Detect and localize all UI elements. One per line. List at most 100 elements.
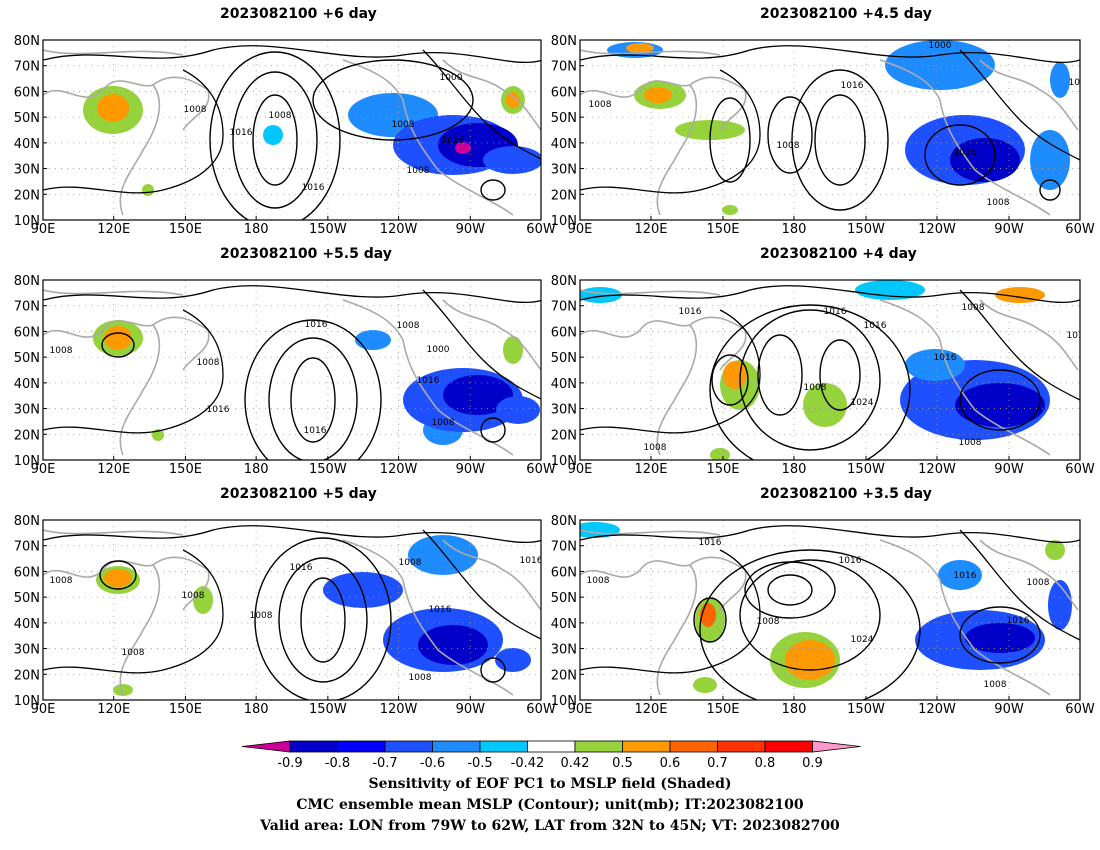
panel-title: 2023082100 +5.5 day [220, 246, 392, 262]
lat-tick-label: 70N [551, 540, 577, 555]
contour-label: 1016 [305, 320, 328, 330]
lat-tick-label: 60N [14, 85, 40, 100]
lon-tick-label: 60W [1065, 702, 1095, 717]
lon-tick-label: 120E [97, 222, 130, 237]
sensitivity-shading [323, 572, 403, 608]
lon-tick-label: 90E [31, 222, 56, 237]
sensitivity-shading [723, 361, 747, 389]
colorbar-segment [479, 740, 528, 753]
lon-tick-label: 60W [1065, 222, 1095, 237]
contour-label: 1016 [839, 556, 862, 566]
sensitivity-shading [1050, 62, 1070, 98]
contour-label: 1016 [520, 556, 543, 566]
contour-label: 1016 [290, 563, 313, 573]
colorbar-label: -0.5 [467, 756, 492, 771]
lon-tick-label: 150W [847, 462, 885, 477]
lat-tick-label: 50N [551, 111, 577, 126]
lon-tick-label: 120W [918, 222, 956, 237]
sensitivity-shading [710, 448, 730, 460]
mslp-contour [580, 285, 1080, 304]
mslp-contour [959, 529, 1080, 641]
coastline [879, 59, 1051, 216]
mslp-contour [709, 304, 911, 460]
colorbar-label: 0.5 [612, 756, 633, 771]
lat-tick-label: 80N [14, 34, 40, 49]
contour-label: 1016 [304, 426, 327, 436]
contour-label: 1016 [841, 81, 864, 91]
lon-tick-label: 60W [526, 222, 556, 237]
contour-label: 1008 [122, 648, 145, 658]
lat-tick-label: 10N [14, 694, 40, 709]
contour-label: 1008 [644, 443, 667, 453]
map-frame [579, 519, 1081, 701]
sensitivity-shading [104, 326, 132, 350]
colorbar-segment [432, 740, 481, 753]
contour-label: 1008 [962, 303, 985, 313]
mslp-contour [244, 319, 382, 460]
lon-tick-label: 150E [706, 462, 739, 477]
lat-tick-label: 20N [14, 668, 40, 683]
lat-tick-label: 80N [14, 274, 40, 289]
lat-tick-label: 20N [14, 428, 40, 443]
contour-label: 1016 [679, 307, 702, 317]
colorbar-segment [717, 740, 766, 753]
colorbar-label: -0.9 [277, 756, 302, 771]
mslp-contour [312, 59, 474, 141]
panel-title: 2023082100 +4.5 day [760, 6, 932, 22]
map-panel-3-5day: 2023082100 +3.5 day 1016 1016 1008 1008 1024 1… [540, 480, 1100, 720]
mslp-contour [767, 96, 813, 174]
lat-tick-label: 60N [14, 325, 40, 340]
contour-label: 1008 [269, 111, 292, 121]
contour-label: 1016 [417, 376, 440, 386]
map-svg: 1016 1008 1008 1008 1016 1000 1008 1016 80N 70N 60… [14, 34, 556, 237]
lat-tick-label: 40N [14, 137, 40, 152]
mslp-contour [580, 549, 761, 674]
mslp-contour [422, 289, 541, 400]
contour-label: 1016 [1069, 78, 1092, 88]
mslp-contour [480, 417, 506, 443]
map-frame [579, 39, 1081, 221]
caption-line-1: Sensitivity of EOF PC1 to MSLP field (Sh… [368, 776, 732, 792]
contour-label: 1008 [777, 141, 800, 151]
mslp-contour [959, 606, 1041, 664]
mslp-contour [709, 97, 751, 183]
sensitivity-shading [503, 336, 523, 364]
lon-tick-label: 180 [782, 462, 807, 477]
lat-tick-label: 60N [551, 85, 577, 100]
map-panel-5-5day: 2023082100 +5.5 day 1008 1008 1016 1008 1000 1… [0, 240, 556, 480]
lon-tick-label: 120W [380, 462, 418, 477]
map-frame [42, 279, 542, 461]
contour-label: 1008 [407, 166, 430, 176]
coastline [342, 539, 514, 696]
colorbar-label: 0.42 [561, 756, 590, 771]
mslp-contour [791, 69, 889, 211]
map-frame [42, 519, 542, 701]
lon-tick-label: 120W [918, 462, 956, 477]
mslp-contour [819, 339, 861, 411]
mslp-contour [580, 525, 1080, 544]
lat-tick-label: 30N [14, 163, 40, 178]
coastline [43, 320, 161, 456]
map-svg: 1016 1016 1008 1008 1024 1016 1016 1008 1008 80N 7… [551, 514, 1095, 717]
coastline [43, 560, 161, 696]
lat-tick-label: 10N [551, 694, 577, 709]
sensitivity-shading [455, 142, 471, 154]
lon-tick-label: 150W [309, 702, 347, 717]
contour-label: 1016 [442, 136, 465, 146]
lon-tick-label: 90E [568, 462, 593, 477]
contour-label: 1008 [959, 438, 982, 448]
sensitivity-shading [113, 684, 133, 696]
lon-tick-label: 120E [634, 702, 667, 717]
sensitivity-shading [408, 535, 478, 575]
sensitivity-shading [496, 396, 540, 424]
contour-label: 1016 [230, 128, 253, 138]
mslp-contour [480, 657, 506, 683]
sensitivity-shading [418, 625, 488, 665]
coastline [979, 299, 1079, 371]
coastline [442, 299, 541, 371]
colorbar-segment [337, 740, 386, 753]
mslp-contour [693, 597, 727, 643]
colorbar-segment [289, 740, 338, 753]
lat-tick-label: 50N [14, 111, 40, 126]
map-svg: 1008 1008 1008 1016 1008 1016 1008 1016 1008 80N 7… [14, 514, 556, 717]
